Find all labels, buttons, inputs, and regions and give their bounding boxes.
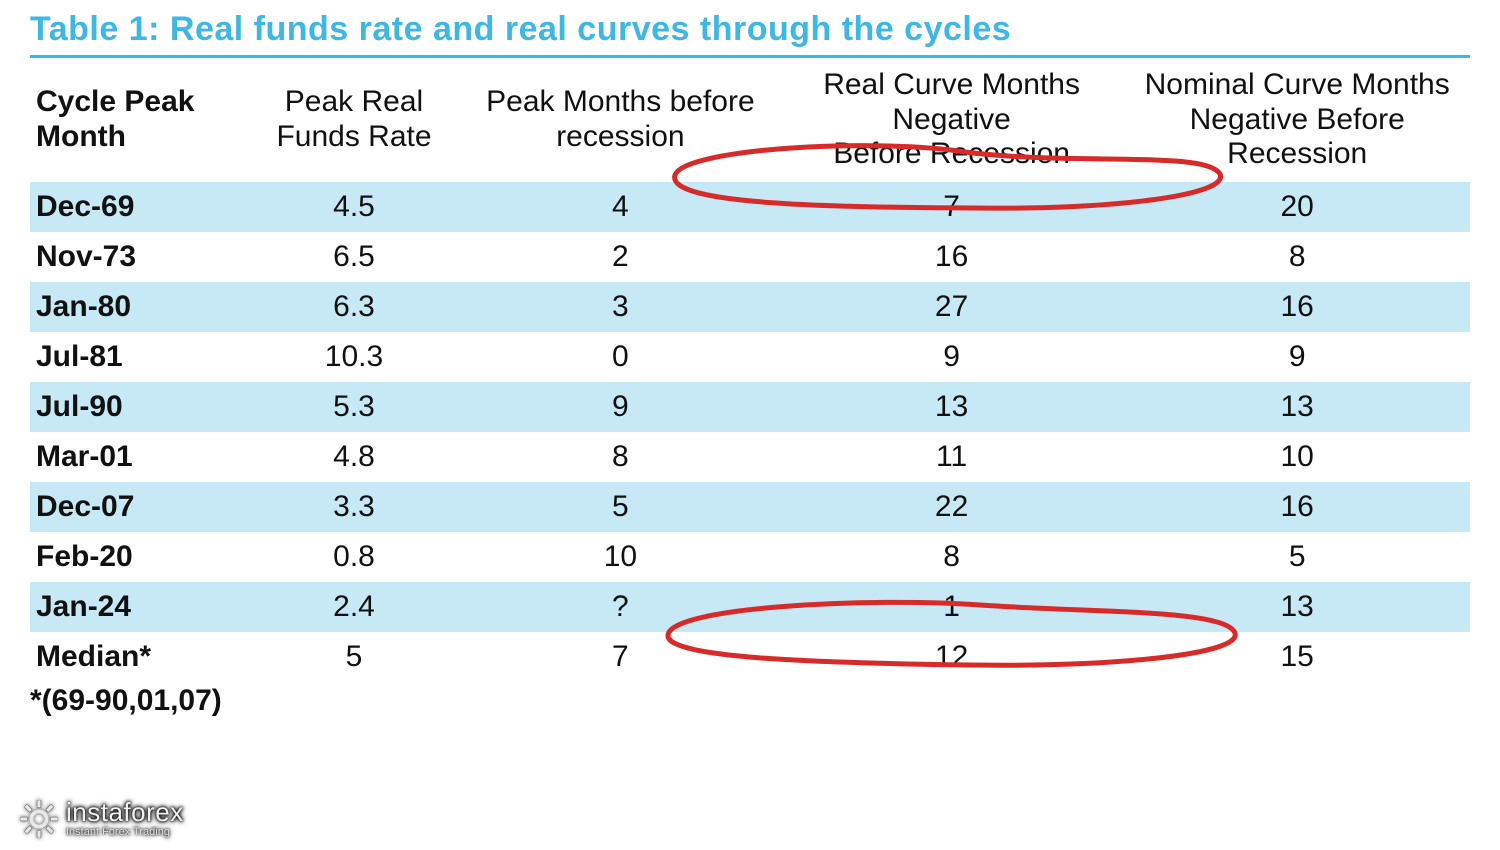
col-header-line1: Peak Months before: [486, 85, 755, 118]
cell: 16: [779, 232, 1125, 282]
cell: 8: [462, 432, 779, 482]
cell: 20: [1124, 182, 1470, 232]
col-header-line1: Cycle Peak: [36, 85, 194, 118]
watermark-brand: instaforex: [66, 799, 184, 825]
cell: 15: [1124, 632, 1470, 682]
cell: Mar-01: [30, 432, 246, 482]
cell: Nov-73: [30, 232, 246, 282]
cell: 10: [462, 532, 779, 582]
cell: 2.4: [246, 582, 462, 632]
col-header-peak-months: Peak Months before recession: [462, 62, 779, 182]
cell: 6.5: [246, 232, 462, 282]
cell: 16: [1124, 282, 1470, 332]
cell: 13: [779, 382, 1125, 432]
cell: Jul-90: [30, 382, 246, 432]
cell: Jan-24: [30, 582, 246, 632]
table-row: Median*571215: [30, 632, 1470, 682]
cell: 10.3: [246, 332, 462, 382]
col-header-line2: Negative Before Recession: [1190, 103, 1405, 171]
table-row: Nov-736.52168: [30, 232, 1470, 282]
watermark-logo: instaforex Instant Forex Trading: [20, 799, 184, 838]
cell: Feb-20: [30, 532, 246, 582]
col-header-peak-real-rate: Peak Real Funds Rate: [246, 62, 462, 182]
cell: 9: [779, 332, 1125, 382]
cell: 4.8: [246, 432, 462, 482]
cell: 9: [1124, 332, 1470, 382]
table-row: Dec-694.54720: [30, 182, 1470, 232]
cell: 16: [1124, 482, 1470, 532]
cell: 6.3: [246, 282, 462, 332]
cell: Dec-69: [30, 182, 246, 232]
cell: Median*: [30, 632, 246, 682]
cell: 22: [779, 482, 1125, 532]
table-row: Dec-073.352216: [30, 482, 1470, 532]
col-header-nominal-curve: Nominal Curve Months Negative Before Rec…: [1124, 62, 1470, 182]
cell: 3: [462, 282, 779, 332]
cell: 0.8: [246, 532, 462, 582]
cell: 12: [779, 632, 1125, 682]
cell: ?: [462, 582, 779, 632]
cycles-table: Cycle Peak Month Peak Real Funds Rate Pe…: [30, 62, 1470, 682]
cell: 3.3: [246, 482, 462, 532]
gear-icon: [20, 800, 58, 838]
cell: 4.5: [246, 182, 462, 232]
col-header-line1: Nominal Curve Months: [1145, 68, 1450, 101]
cell: 1: [779, 582, 1125, 632]
table-row: Jul-905.391313: [30, 382, 1470, 432]
table-row: Jan-242.4?113: [30, 582, 1470, 632]
cell: 8: [1124, 232, 1470, 282]
cell: 27: [779, 282, 1125, 332]
cell: 5: [246, 632, 462, 682]
title-rule: [30, 55, 1470, 58]
cell: 7: [779, 182, 1125, 232]
col-header-cycle-peak: Cycle Peak Month: [30, 62, 246, 182]
table-row: Jul-8110.3099: [30, 332, 1470, 382]
table-header: Cycle Peak Month Peak Real Funds Rate Pe…: [30, 62, 1470, 182]
col-header-line2: recession: [556, 120, 684, 153]
cell: 0: [462, 332, 779, 382]
cell: 5: [1124, 532, 1470, 582]
cell: 13: [1124, 382, 1470, 432]
col-header-line1: Real Curve Months Negative: [823, 68, 1080, 136]
cell: 7: [462, 632, 779, 682]
table-body: Dec-694.54720Nov-736.52168Jan-806.332716…: [30, 182, 1470, 682]
cell: 9: [462, 382, 779, 432]
col-header-line2: Funds Rate: [276, 120, 431, 153]
table-row: Feb-200.81085: [30, 532, 1470, 582]
cell: Dec-07: [30, 482, 246, 532]
cell: 5.3: [246, 382, 462, 432]
table-row: Jan-806.332716: [30, 282, 1470, 332]
page-root: Table 1: Real funds rate and real curves…: [0, 0, 1500, 850]
cell: 13: [1124, 582, 1470, 632]
col-header-line2: Before Recession: [833, 137, 1070, 170]
watermark-tagline: Instant Forex Trading: [66, 827, 184, 838]
cell: 11: [779, 432, 1125, 482]
cell: Jul-81: [30, 332, 246, 382]
cell: 5: [462, 482, 779, 532]
cell: 2: [462, 232, 779, 282]
cell: Jan-80: [30, 282, 246, 332]
table-title: Table 1: Real funds rate and real curves…: [30, 10, 1470, 49]
cell: 10: [1124, 432, 1470, 482]
col-header-line2: Month: [36, 120, 126, 153]
footnote: *(69-90,01,07): [30, 684, 1470, 718]
cell: 8: [779, 532, 1125, 582]
cell: 4: [462, 182, 779, 232]
col-header-real-curve: Real Curve Months Negative Before Recess…: [779, 62, 1125, 182]
col-header-line1: Peak Real: [285, 85, 423, 118]
table-row: Mar-014.881110: [30, 432, 1470, 482]
